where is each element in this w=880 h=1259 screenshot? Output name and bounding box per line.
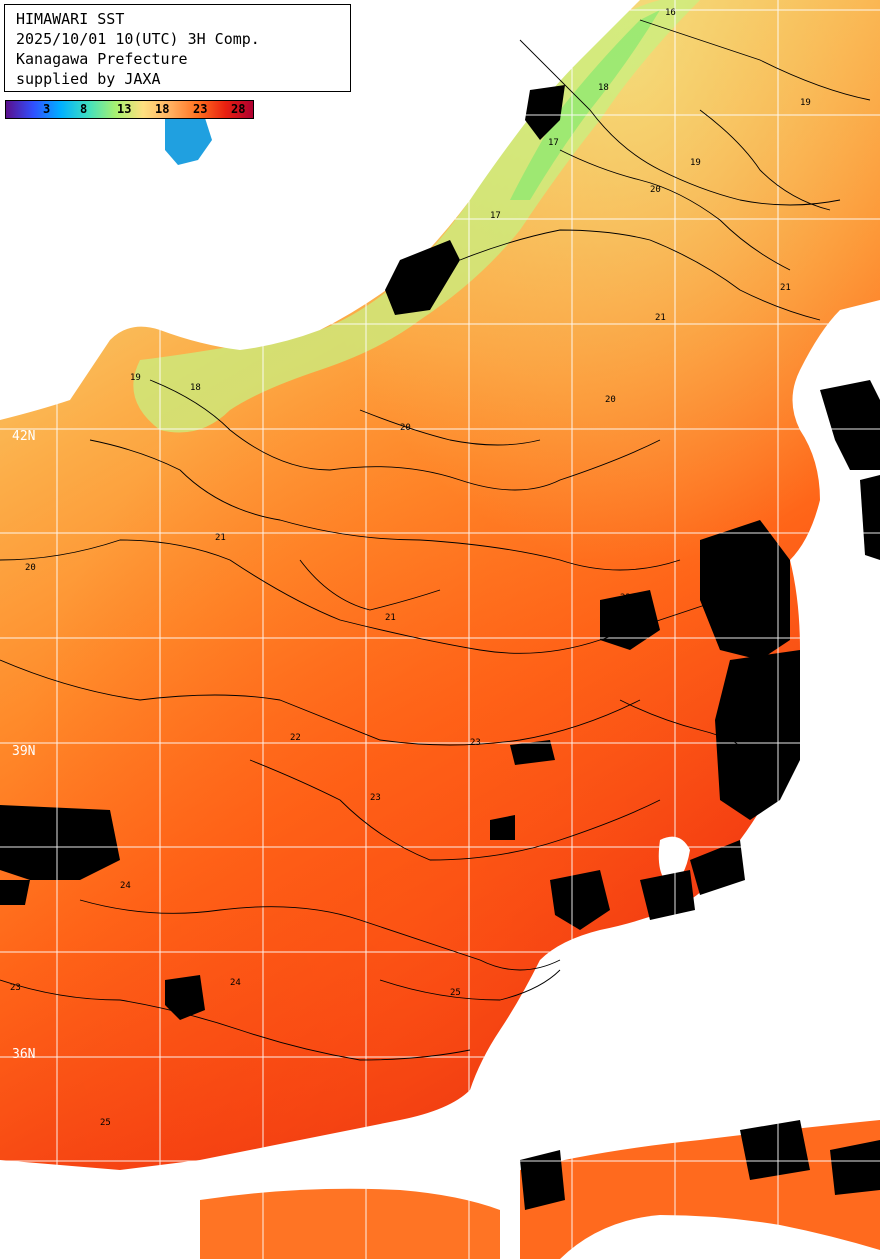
isotherm-label: 21 [215,533,226,543]
isotherm-label: 22 [620,593,631,603]
title-line-source: supplied by JAXA [16,70,161,88]
lat-label-36n: 36N [12,1047,35,1062]
lat-label-42n: 42N [12,429,35,444]
isotherm-label: 18 [598,83,609,93]
isotherm-label: 20 [25,563,36,573]
color-scale-tick: 23 [193,102,208,116]
color-scale-tick: 13 [117,102,132,116]
isotherm-label: 23 [470,738,481,748]
lat-label-39n: 39N [12,744,35,759]
isotherm-label: 22 [710,593,721,603]
isotherm-label: 24 [230,978,241,988]
isotherm-label: 21 [385,613,396,623]
isotherm-label: 20 [650,185,661,195]
title-line-agency: Kanagawa Prefecture [16,50,188,68]
color-scale-tick: 8 [80,102,88,116]
title-line-product: HIMAWARI SST [16,10,125,28]
color-scale-tick: 18 [155,102,170,116]
latitude-labels: 42N 39N 36N [12,429,35,1062]
isotherm-label: 20 [605,395,616,405]
color-scale-tick: 3 [43,102,51,116]
isotherm-label: 21 [655,313,666,323]
isotherm-label: 16 [665,8,676,18]
sea-south-strip-west [200,1188,500,1259]
isotherm-label: 25 [450,988,461,998]
land-honshu [0,300,880,1259]
isotherm-label: 24 [120,881,131,891]
isotherm-label: 23 [10,983,21,993]
color-scale-bar: 3 8 13 18 23 28 [5,100,254,119]
isotherm-labels: 16 17 17 18 18 19 19 19 20 20 20 20 21 2… [10,8,811,1128]
isotherm-label: 22 [290,733,301,743]
isotherm-label: 18 [190,383,201,393]
land-island-north [165,118,212,165]
isotherm-label: 21 [780,283,791,293]
title-line-datetime: 2025/10/01 10(UTC) 3H Comp. [16,30,260,48]
isotherm-label: 17 [490,211,501,221]
isotherm-label: 17 [548,138,559,148]
isotherm-label: 19 [690,158,701,168]
isotherm-label: 20 [400,423,411,433]
isotherm-label: 19 [800,98,811,108]
isotherm-label: 25 [100,1118,111,1128]
isotherm-label: 19 [130,373,141,383]
color-scale-tick: 28 [231,102,246,116]
title-box: HIMAWARI SST 2025/10/01 10(UTC) 3H Comp.… [4,4,351,92]
isotherms [0,19,871,1061]
land-shikoku [560,1215,880,1259]
isotherm-label: 23 [370,793,381,803]
cloud-mask [0,85,880,1210]
